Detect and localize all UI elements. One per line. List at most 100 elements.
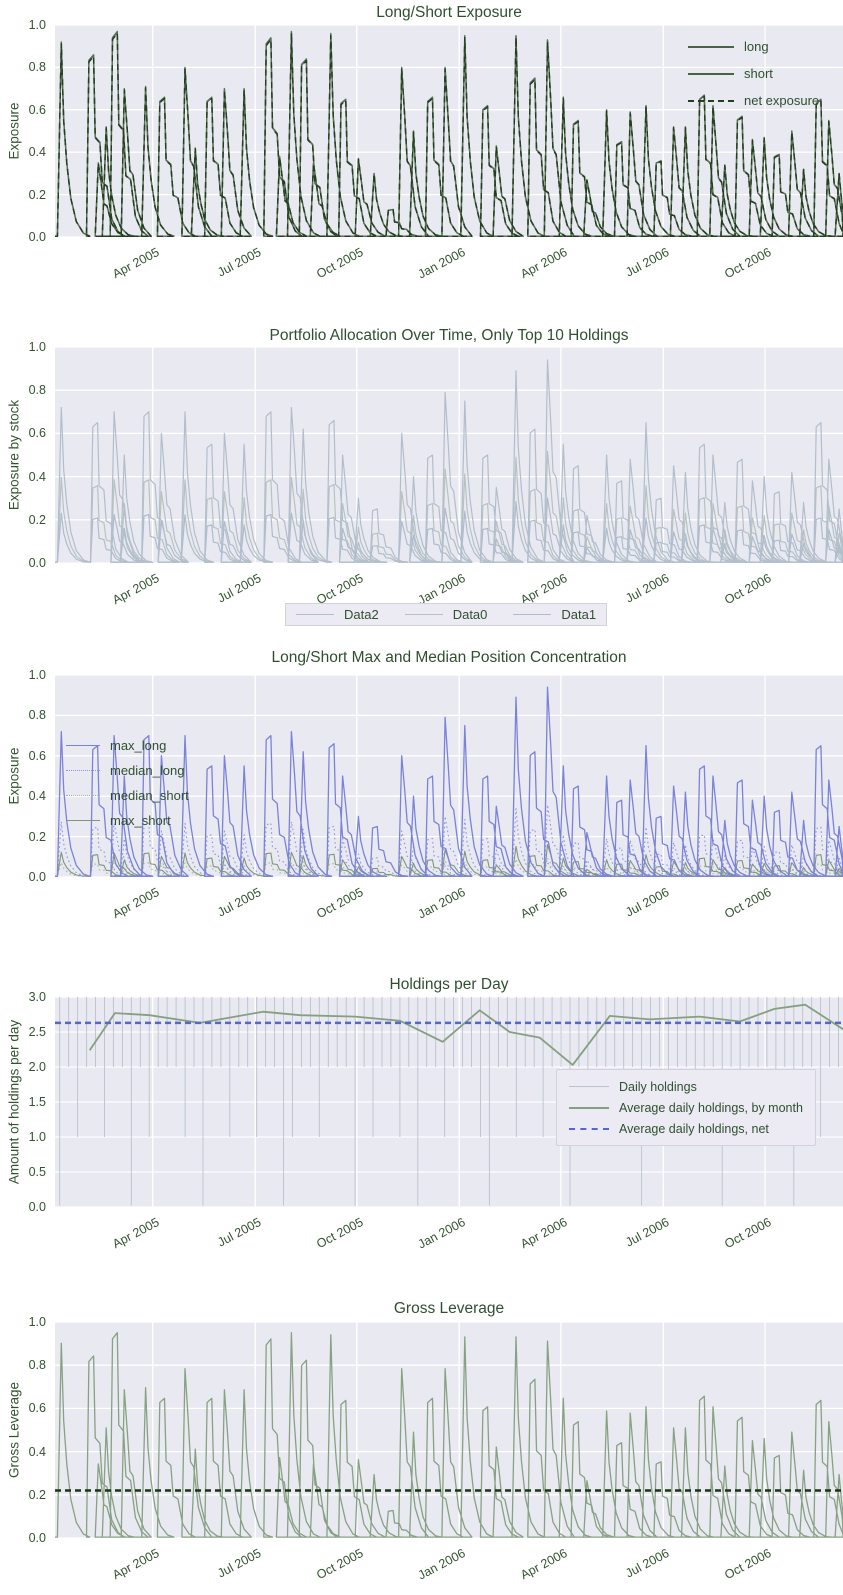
legend-line-sample (688, 99, 734, 102)
series-median-long (55, 804, 843, 877)
y-tick-label: 0.2 (28, 1487, 46, 1502)
y-tick-label: 1.0 (28, 18, 46, 32)
legend-label: Daily holdings (619, 1079, 697, 1094)
x-tick-label: Oct 2006 (722, 885, 774, 922)
legend-line-sample (569, 1127, 609, 1130)
y-tick-label: 0.8 (28, 383, 46, 398)
x-tick-label: Jul 2005 (215, 1215, 264, 1250)
legend-long-short-max-and-median-position-concentration: max_long median_long median_short max_short (66, 733, 189, 833)
legend-line-sample (296, 614, 334, 615)
x-tick-label: Oct 2005 (314, 1546, 366, 1583)
y-axis-label-gross-leverage: Gross Leverage (6, 1381, 22, 1479)
x-tick-label: Apr 2005 (109, 1215, 162, 1252)
x-tick-label: Apr 2006 (518, 1546, 570, 1583)
y-tick-label: 1.0 (28, 1315, 46, 1329)
legend-line-sample (66, 820, 100, 821)
x-tick-label: Jul 2006 (623, 885, 672, 920)
x-tick-label: Apr 2005 (109, 1546, 162, 1583)
y-tick-label: 0.8 (28, 1358, 46, 1373)
x-tick-label: Oct 2006 (722, 245, 774, 282)
series-gross-leverage (55, 1332, 843, 1538)
legend-label: net exposure (744, 93, 820, 108)
x-tick-label: Apr 2006 (518, 571, 570, 608)
series-max-long (55, 686, 843, 877)
legend-line-sample (513, 614, 552, 615)
y-tick-label: 1.0 (28, 668, 46, 682)
x-tick-label: Jul 2005 (215, 1546, 264, 1581)
y-tick-label: 0.2 (28, 829, 46, 844)
y-tick-label: 0.6 (28, 102, 46, 117)
x-tick-label: Jan 2006 (415, 885, 468, 922)
x-tick-label: Apr 2005 (109, 885, 162, 922)
x-tick-label: Jul 2005 (215, 571, 264, 606)
x-tick-label: Jul 2005 (215, 885, 264, 920)
x-tick-label: Apr 2006 (518, 1215, 570, 1252)
y-tick-label: 0.0 (28, 1531, 46, 1545)
x-tick-label: Oct 2006 (722, 1546, 774, 1583)
y-tick-label: 0.6 (28, 426, 46, 441)
chart-title-portfolio-allocation: Portfolio Allocation Over Time, Only Top… (269, 327, 629, 344)
y-tick-label: 0.4 (28, 1444, 46, 1459)
y-tick-label: 0.0 (28, 556, 46, 570)
legend-label: max_short (110, 813, 171, 828)
chart-title-holdings-per-day: Holdings per Day (389, 976, 509, 993)
y-tick-label: 0.6 (28, 748, 46, 763)
x-tick-label: Oct 2005 (314, 885, 366, 922)
legend-label: median_short (110, 788, 189, 803)
x-tick-label: Jul 2006 (623, 1215, 672, 1250)
chart-title-long-short-exposure: Long/Short Exposure (376, 4, 522, 21)
legend-line-sample (66, 745, 100, 746)
y-tick-label: 1.0 (28, 1130, 46, 1144)
series-data2 (55, 359, 843, 563)
legend-label: Average daily holdings, by month (619, 1100, 803, 1115)
y-tick-label: 0.4 (28, 789, 46, 804)
y-tick-label: 1.5 (28, 1095, 46, 1109)
legend-portfolio-allocation-over-time-only-top-10-holdings: Data2 Data0 Data1 (285, 603, 608, 626)
x-tick-label: Apr 2005 (109, 571, 162, 608)
legend-line-sample (569, 1106, 609, 1109)
y-axis-label-exposure-by-stock: Exposure by stock (6, 399, 22, 511)
legend-line-sample (66, 770, 100, 771)
y-tick-label: 0.5 (28, 1165, 46, 1179)
x-tick-label: Jul 2006 (623, 1546, 672, 1581)
legend-label: Data2 (344, 607, 379, 622)
plot-area-long-short-max-and-median-position-concentration (55, 675, 843, 877)
legend-label: long (744, 39, 769, 54)
plot-area-portfolio-allocation-over-time-only-top-10-holdings (55, 347, 843, 563)
legend-label: Data0 (452, 607, 488, 622)
y-tick-label: 0.6 (28, 1401, 46, 1416)
legend-line-sample (66, 795, 100, 796)
legend-label: median_long (110, 763, 185, 778)
x-tick-label: Jul 2006 (623, 571, 672, 606)
x-tick-label: Oct 2006 (722, 1215, 774, 1252)
legend-label: max_long (110, 738, 167, 753)
chart-title-gross-leverage: Gross Leverage (393, 1300, 505, 1317)
series-net-exposure (55, 32, 843, 237)
legend-label: Average daily holdings, net (619, 1121, 769, 1136)
y-tick-label: 1.0 (28, 340, 46, 354)
x-tick-label: Jul 2006 (623, 245, 672, 280)
x-tick-label: Jan 2006 (415, 245, 468, 282)
y-tick-label: 0.4 (28, 469, 46, 484)
legend-line-sample (688, 45, 734, 48)
x-tick-label: Apr 2005 (109, 245, 162, 282)
legend-holdings-per-day: Daily holdings Average daily holdings, by… (556, 1069, 816, 1146)
x-tick-label: Jul 2005 (215, 245, 264, 280)
plot-area-long-short-exposure (55, 25, 843, 237)
y-tick-label: 0.0 (28, 870, 46, 884)
x-tick-label: Apr 2006 (518, 885, 570, 922)
y-tick-label: 0.2 (28, 512, 46, 527)
y-tick-label: 0.4 (28, 145, 46, 160)
x-tick-label: Oct 2005 (314, 571, 366, 608)
legend-line-sample (688, 72, 734, 75)
y-tick-label: 0.0 (28, 230, 46, 244)
series-average-daily-holdings-by-month (88, 1003, 843, 1066)
y-tick-label: 2.0 (28, 1060, 46, 1074)
x-tick-label: Oct 2005 (314, 245, 366, 282)
x-tick-label: Apr 2006 (518, 245, 570, 282)
y-tick-label: 0.8 (28, 60, 46, 75)
y-tick-label: 0.8 (28, 708, 46, 723)
x-tick-label: Oct 2006 (722, 571, 774, 608)
legend-line-sample (569, 1086, 609, 1087)
